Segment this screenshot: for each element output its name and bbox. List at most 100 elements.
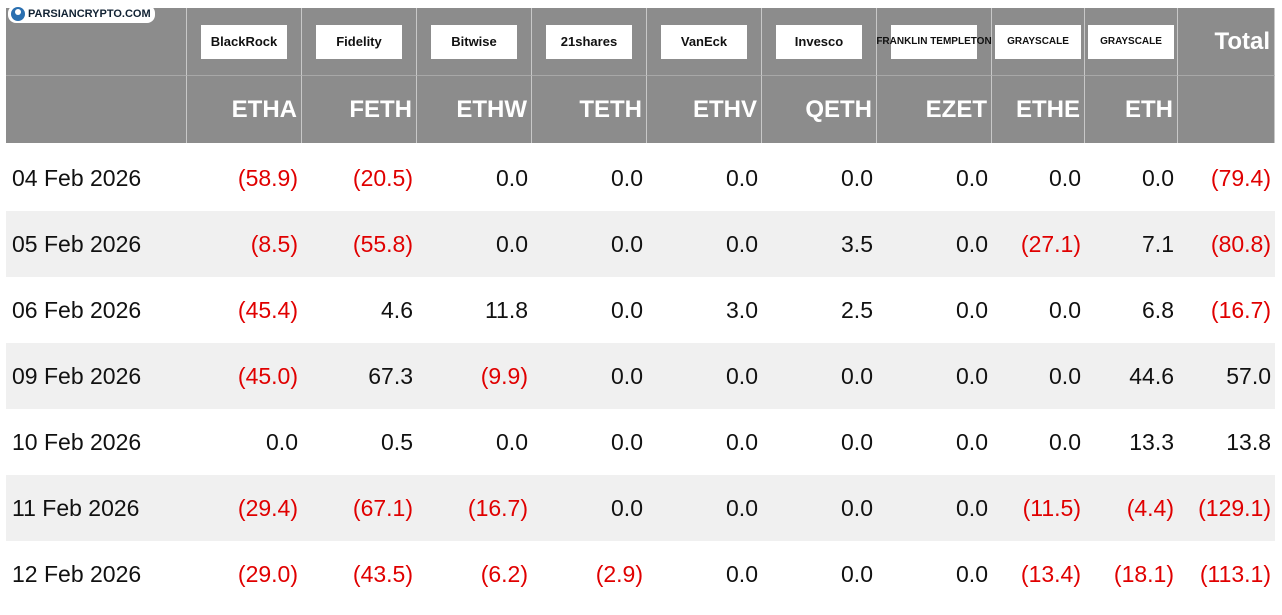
- flow-cell: 7.1: [1142, 230, 1174, 257]
- flow-cell: 0.0: [841, 164, 873, 191]
- flow-cell: (43.5): [352, 560, 413, 587]
- flow-cell: 0.0: [1049, 362, 1081, 389]
- fund-logo: BlackRock: [201, 24, 287, 59]
- ticker-cell: EZET: [877, 75, 992, 143]
- flow-cell: (67.1): [352, 494, 413, 521]
- flow-cell: 0.0: [726, 362, 758, 389]
- ticker-cell: ETHW: [417, 75, 532, 143]
- flow-cell: (4.4): [1126, 494, 1174, 521]
- row-background: [6, 343, 1275, 409]
- flow-cell: 0.0: [956, 296, 988, 323]
- flow-cell: 3.0: [726, 296, 758, 323]
- header-cell: FRANKLIN TEMPLETON: [876, 8, 992, 75]
- flow-cell: 0.0: [611, 362, 643, 389]
- ticker-cell: TETH: [532, 75, 647, 143]
- flow-cell: (27.1): [1020, 230, 1081, 257]
- flow-cell: 0.0: [611, 164, 643, 191]
- flow-cell: 13.8: [1226, 428, 1271, 455]
- date-cell: 12 Feb 2026: [12, 560, 142, 587]
- flow-cell: 0.0: [956, 164, 988, 191]
- date-cell: 06 Feb 2026: [12, 296, 142, 323]
- flow-cell: 0.0: [496, 230, 528, 257]
- flow-cell: 0.0: [266, 428, 298, 455]
- date-cell: 11 Feb 2026: [12, 494, 140, 521]
- fund-logo: GRAYSCALE: [995, 24, 1081, 59]
- flow-cell: (45.0): [237, 362, 298, 389]
- flow-cell: 0.0: [1049, 296, 1081, 323]
- flow-cell: 0.0: [1142, 164, 1174, 191]
- fund-logo: GRAYSCALE: [1088, 24, 1174, 59]
- ticker-cell: ETHV: [647, 75, 762, 143]
- date-cell: 10 Feb 2026: [12, 428, 142, 455]
- flow-cell: 3.5: [841, 230, 873, 257]
- flow-cell: (45.4): [237, 296, 298, 323]
- flow-cell: 0.0: [841, 428, 873, 455]
- date-cell: 04 Feb 2026: [12, 164, 142, 191]
- flow-cell: 0.0: [496, 428, 528, 455]
- flow-cell: 0.0: [726, 164, 758, 191]
- header-cell: VanEck: [647, 8, 762, 75]
- flow-cell: 4.6: [381, 296, 413, 323]
- header-cell: Bitwise: [417, 8, 532, 75]
- fund-logo: FRANKLIN TEMPLETON: [876, 24, 992, 59]
- flow-cell: 11.8: [484, 296, 528, 323]
- fund-logo: Invesco: [776, 24, 862, 59]
- flow-cell: 0.0: [611, 296, 643, 323]
- row-background: [6, 277, 1275, 343]
- flow-cell: (129.1): [1198, 494, 1271, 521]
- fund-logo: Bitwise: [431, 24, 517, 59]
- flow-cell: 0.0: [726, 494, 758, 521]
- flow-cell: 0.5: [381, 428, 413, 455]
- flow-cell: (8.5): [250, 230, 298, 257]
- ticker-cell: [1178, 75, 1275, 143]
- flow-cell: 0.0: [841, 560, 873, 587]
- flow-cell: 67.3: [368, 362, 413, 389]
- flow-cell: (9.9): [480, 362, 528, 389]
- row-background: [6, 541, 1275, 607]
- flow-cell: 0.0: [1049, 164, 1081, 191]
- flow-cell: 0.0: [726, 560, 758, 587]
- watermark: PARSIANCRYPTO.COM: [8, 5, 155, 23]
- flow-cell: (20.5): [352, 164, 413, 191]
- flow-cell: 2.5: [841, 296, 873, 323]
- header-cell: 21shares: [532, 8, 647, 75]
- row-background: [6, 409, 1275, 475]
- flow-cell: 0.0: [956, 560, 988, 587]
- flow-cell: (18.1): [1113, 560, 1174, 587]
- header-cell: Invesco: [762, 8, 877, 75]
- flow-cell: (16.7): [1210, 296, 1271, 323]
- flow-cell: 0.0: [956, 230, 988, 257]
- flow-cell: 0.0: [611, 494, 643, 521]
- header-cell: BlackRock: [187, 8, 302, 75]
- row-background: [6, 145, 1275, 211]
- flow-cell: 44.6: [1129, 362, 1174, 389]
- header-cell: GRAYSCALE: [1085, 8, 1178, 75]
- row-background: [6, 211, 1275, 277]
- flow-cell: (80.8): [1210, 230, 1271, 257]
- date-cell: 05 Feb 2026: [12, 230, 142, 257]
- flow-cell: 0.0: [726, 230, 758, 257]
- row-background: [6, 475, 1275, 541]
- header-cell: Fidelity: [302, 8, 417, 75]
- flow-cell: 0.0: [956, 362, 988, 389]
- fund-logo: VanEck: [661, 24, 747, 59]
- flow-cell: 13.3: [1129, 428, 1174, 455]
- flow-cell: 0.0: [956, 494, 988, 521]
- flow-cell: (58.9): [237, 164, 298, 191]
- header-cell: GRAYSCALE: [992, 8, 1085, 75]
- flow-cell: (55.8): [352, 230, 413, 257]
- total-header: Total: [1214, 27, 1270, 55]
- flow-cell: 0.0: [1049, 428, 1081, 455]
- ticker-cell: ETH: [1085, 75, 1178, 143]
- flow-cell: 0.0: [611, 230, 643, 257]
- flow-cell: 0.0: [956, 428, 988, 455]
- flow-cell: (11.5): [1022, 494, 1081, 521]
- ticker-cell: ETHE: [992, 75, 1085, 143]
- flow-cell: 0.0: [841, 362, 873, 389]
- date-cell: 09 Feb 2026: [12, 362, 142, 389]
- header-cell: Total: [1178, 8, 1275, 75]
- flow-cell: 0.0: [726, 428, 758, 455]
- flow-cell: (13.4): [1020, 560, 1081, 587]
- watermark-text: PARSIANCRYPTO.COM: [28, 8, 151, 20]
